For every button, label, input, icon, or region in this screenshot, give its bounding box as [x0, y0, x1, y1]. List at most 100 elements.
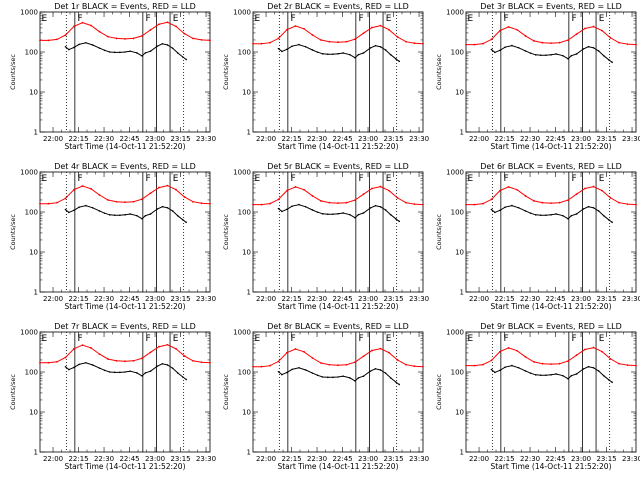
y-tick-label: 1000 — [233, 169, 251, 177]
y-axis-label: Counts/sec — [435, 54, 443, 90]
y-tick-label: 1000 — [20, 169, 38, 177]
events-point — [185, 221, 187, 224]
events-point — [161, 205, 164, 208]
events-point — [316, 374, 319, 377]
lld-point — [81, 21, 84, 24]
events-point — [597, 210, 600, 212]
lld-point — [47, 361, 50, 364]
events-point — [511, 364, 513, 367]
lld-point — [345, 201, 348, 204]
events-point — [161, 43, 164, 45]
plot-frame — [252, 171, 424, 293]
lld-point — [124, 360, 126, 363]
events-point — [281, 210, 283, 213]
events-point — [291, 45, 293, 48]
lld-point — [56, 201, 58, 204]
events-point — [354, 380, 356, 382]
events-point — [176, 52, 179, 54]
y-tick-label: 100 — [451, 49, 464, 57]
flag-label: F — [504, 334, 509, 344]
events-point — [611, 221, 613, 224]
x-tick-label: 22:30 — [94, 455, 114, 463]
flag-label: E — [42, 334, 48, 344]
lld-point — [379, 24, 382, 27]
flag-label: E — [468, 334, 474, 344]
lld-point — [175, 188, 177, 191]
events-point — [321, 376, 324, 378]
x-tick-label: 23:30 — [622, 295, 640, 303]
x-tick-label: 22:30 — [94, 295, 114, 303]
lld-point — [64, 197, 67, 200]
events-point — [171, 367, 174, 369]
x-axis-label: Start Time (14-Oct-11 21:52:20) — [490, 462, 611, 471]
events-point — [291, 205, 293, 208]
x-axis-label: Start Time (14-Oct-11 21:52:20) — [64, 462, 185, 471]
lld-point — [286, 189, 288, 192]
plot-frame — [465, 331, 637, 453]
events-point — [384, 209, 387, 211]
lld-point — [533, 40, 535, 42]
lld-point — [269, 202, 271, 205]
events-point — [354, 56, 356, 59]
events-point — [490, 208, 493, 211]
lld-point — [107, 358, 109, 361]
lld-point — [575, 33, 578, 36]
events-point — [398, 383, 401, 386]
lld-point — [584, 187, 586, 190]
flag-label: E — [386, 14, 392, 24]
events-point — [311, 209, 314, 211]
events-point — [304, 205, 307, 208]
x-tick-label: 23:00 — [358, 295, 378, 303]
lld-point — [567, 360, 569, 363]
events-point — [592, 366, 595, 369]
events-series-line — [65, 362, 187, 380]
lld-point — [626, 43, 629, 46]
lld-point — [422, 365, 424, 368]
events-point — [398, 220, 401, 223]
lld-point — [303, 27, 305, 30]
lld-point — [320, 39, 322, 41]
events-point — [534, 54, 537, 56]
events-point — [98, 367, 101, 369]
lld-point — [507, 347, 510, 349]
lld-series-line — [466, 347, 637, 367]
lld-point — [396, 36, 399, 38]
x-tick-label: 22:15 — [68, 455, 88, 463]
y-axis-label: Counts/sec — [435, 214, 443, 250]
lld-point — [200, 38, 203, 41]
lld-point — [533, 200, 535, 202]
lld-point — [482, 202, 484, 205]
lld-point — [252, 42, 254, 45]
flag-label: F — [359, 334, 364, 344]
lld-point — [166, 343, 169, 346]
lld-point — [311, 195, 314, 197]
events-point — [64, 365, 67, 368]
lld-point — [294, 348, 297, 350]
events-point — [587, 365, 590, 368]
flag-label: F — [291, 14, 296, 24]
x-tick-label: 22:45 — [332, 455, 352, 463]
x-tick-label: 22:15 — [281, 135, 301, 143]
events-series-line — [278, 44, 400, 62]
x-tick-label: 22:15 — [281, 455, 301, 463]
events-point — [494, 211, 496, 214]
lld-point — [47, 202, 50, 205]
events-series-line — [491, 205, 613, 223]
x-tick-label: 22:15 — [281, 295, 301, 303]
events-point — [597, 50, 600, 52]
events-point — [91, 44, 94, 46]
y-axis-label: Counts/sec — [9, 54, 17, 90]
events-point — [68, 211, 70, 214]
x-tick-label: 22:00 — [469, 295, 489, 303]
lld-point — [90, 187, 92, 190]
y-tick-label: 10 — [455, 249, 464, 257]
lld-point — [516, 28, 518, 31]
events-point — [156, 365, 159, 367]
events-point — [499, 209, 501, 212]
events-point — [176, 372, 179, 374]
panel-title: Det 1r BLACK = Events, RED = LLD — [54, 2, 196, 11]
x-tick-label: 22:30 — [307, 135, 327, 143]
events-point — [602, 54, 605, 57]
lld-point — [413, 365, 416, 368]
lld-point — [294, 25, 297, 27]
